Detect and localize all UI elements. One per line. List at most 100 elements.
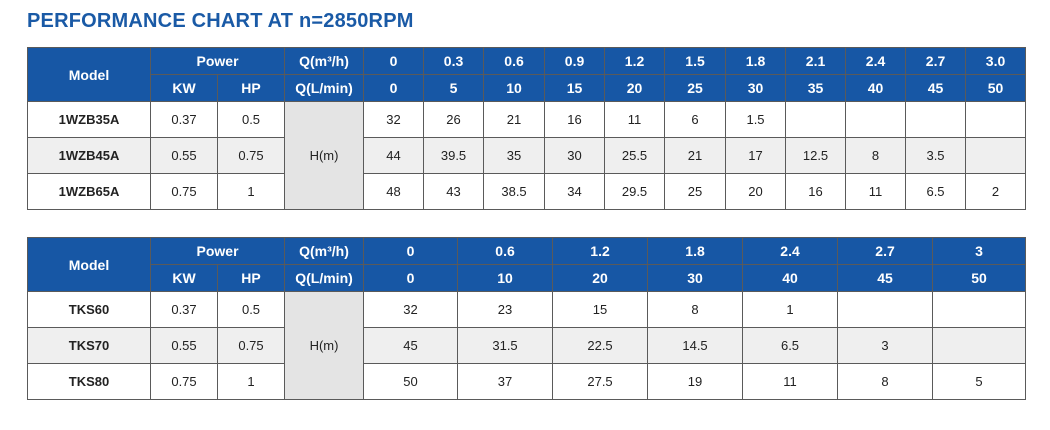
flow-lmin-cell: 50 (965, 74, 1027, 102)
table-row: 1WZB45A 0.55 0.75 44 39.5 35 30 25.5 21 … (27, 137, 1027, 174)
head-cell: 29.5 (604, 173, 666, 210)
head-cell: 8 (647, 291, 744, 328)
flow-lmin-cell: 30 (647, 264, 744, 292)
flow-m3h-cell: 2.7 (837, 237, 934, 265)
head-cell: 21 (664, 137, 727, 174)
flow-m3h-cell: 1.8 (647, 237, 744, 265)
flow-lmin-cell: 40 (845, 74, 907, 102)
head-cell: 3.5 (905, 137, 967, 174)
hp-cell: 1 (216, 363, 286, 400)
flow-lmin-cell: 30 (725, 74, 787, 102)
table-row: 1WZB35A 0.37 0.5 H(m) 32 26 21 16 11 6 1… (27, 101, 1027, 210)
model-cell: TKS60 (27, 291, 151, 328)
performance-table-tks: Model Power Q(m³/h) 0 0.6 1.2 1.8 2.4 2.… (27, 237, 1027, 400)
flow-m3h-cell: 1.2 (552, 237, 649, 265)
head-cell: 14.5 (647, 327, 744, 364)
flow-lmin-header: Q(L/min) (284, 74, 365, 102)
flow-lmin-cell: 5 (423, 74, 485, 102)
hp-header: HP (216, 74, 286, 102)
model-cell: 1WZB45A (27, 137, 151, 174)
table-row: TKS80 0.75 1 50 37 27.5 19 11 8 5 (27, 363, 1027, 400)
head-cell: 50 (363, 363, 459, 400)
head-cell: 1.5 (725, 101, 787, 138)
flow-m3h-cell: 3 (932, 237, 1027, 265)
head-cell: 8 (837, 363, 934, 400)
flow-m3h-cell: 0.6 (457, 237, 554, 265)
model-cell: TKS80 (27, 363, 151, 400)
head-cell: 26 (423, 101, 485, 138)
head-cell: 31.5 (457, 327, 554, 364)
flow-m3h-cell: 0.6 (483, 47, 546, 75)
flow-lmin-cell: 10 (483, 74, 546, 102)
head-cell: 34 (544, 173, 606, 210)
head-cell: 32 (363, 101, 425, 138)
flow-lmin-cell: 50 (932, 264, 1027, 292)
head-cell: 19 (647, 363, 744, 400)
head-cell: 27.5 (552, 363, 649, 400)
head-cell: 6 (664, 101, 727, 138)
flow-lmin-cell: 35 (785, 74, 847, 102)
kw-cell: 0.37 (150, 101, 218, 138)
head-cell: 39.5 (423, 137, 485, 174)
flow-lmin-cell: 20 (604, 74, 666, 102)
head-cell: 16 (785, 173, 847, 210)
head-cell (837, 291, 934, 328)
kw-cell: 0.55 (150, 327, 218, 364)
head-cell (932, 291, 1027, 328)
hp-cell: 0.75 (216, 327, 286, 364)
flow-m3h-cell: 1.2 (604, 47, 666, 75)
head-label-cell: H(m) (284, 101, 365, 210)
head-cell: 48 (363, 173, 425, 210)
header-row-flow-m3h: Model Power Q(m³/h) 0 0.6 1.2 1.8 2.4 2.… (27, 237, 1027, 292)
flow-lmin-cell: 40 (742, 264, 839, 292)
hp-cell: 0.5 (216, 101, 286, 138)
flow-m3h-cell: 2.4 (742, 237, 839, 265)
head-cell: 20 (725, 173, 787, 210)
head-label-cell: H(m) (284, 291, 365, 400)
head-cell: 8 (845, 137, 907, 174)
head-cell (845, 101, 907, 138)
head-cell (965, 137, 1027, 174)
flow-m3h-header: Q(m³/h) (284, 47, 365, 75)
head-cell: 25.5 (604, 137, 666, 174)
header-row-flow-lmin: KW HP Q(L/min) 0 10 20 30 40 45 50 (28, 264, 1027, 292)
head-cell: 12.5 (785, 137, 847, 174)
kw-header: KW (150, 264, 218, 292)
kw-cell: 0.75 (150, 173, 218, 210)
head-cell: 25 (664, 173, 727, 210)
model-header: Model (27, 237, 151, 292)
flow-lmin-cell: 20 (552, 264, 649, 292)
flow-m3h-cell: 2.1 (785, 47, 847, 75)
head-cell: 37 (457, 363, 554, 400)
kw-cell: 0.55 (150, 137, 218, 174)
head-cell: 43 (423, 173, 485, 210)
head-cell: 16 (544, 101, 606, 138)
head-cell: 38.5 (483, 173, 546, 210)
flow-lmin-cell: 45 (905, 74, 967, 102)
head-cell: 35 (483, 137, 546, 174)
head-cell: 5 (932, 363, 1027, 400)
flow-lmin-cell: 15 (544, 74, 606, 102)
head-cell: 6.5 (905, 173, 967, 210)
hp-header: HP (216, 264, 286, 292)
flow-m3h-cell: 3.0 (965, 47, 1027, 75)
head-cell: 2 (965, 173, 1027, 210)
flow-m3h-cell: 2.4 (845, 47, 907, 75)
head-cell: 23 (457, 291, 554, 328)
kw-cell: 0.75 (150, 363, 218, 400)
table-row: TKS70 0.55 0.75 45 31.5 22.5 14.5 6.5 3 (27, 327, 1027, 364)
performance-table-1wzb: Model Power Q(m³/h) 0 0.3 0.6 0.9 1.2 1.… (27, 47, 1027, 210)
head-cell: 1 (742, 291, 839, 328)
head-cell: 17 (725, 137, 787, 174)
head-cell (785, 101, 847, 138)
head-cell: 11 (845, 173, 907, 210)
power-header: Power (149, 47, 286, 75)
table-row: TKS60 0.37 0.5 H(m) 32 23 15 8 1 (27, 291, 1027, 400)
hp-cell: 0.75 (216, 137, 286, 174)
model-cell: 1WZB65A (27, 173, 151, 210)
model-cell: 1WZB35A (27, 101, 151, 138)
model-cell: TKS70 (27, 327, 151, 364)
flow-m3h-cell: 2.7 (905, 47, 967, 75)
flow-lmin-cell: 25 (664, 74, 727, 102)
head-cell (932, 327, 1027, 364)
